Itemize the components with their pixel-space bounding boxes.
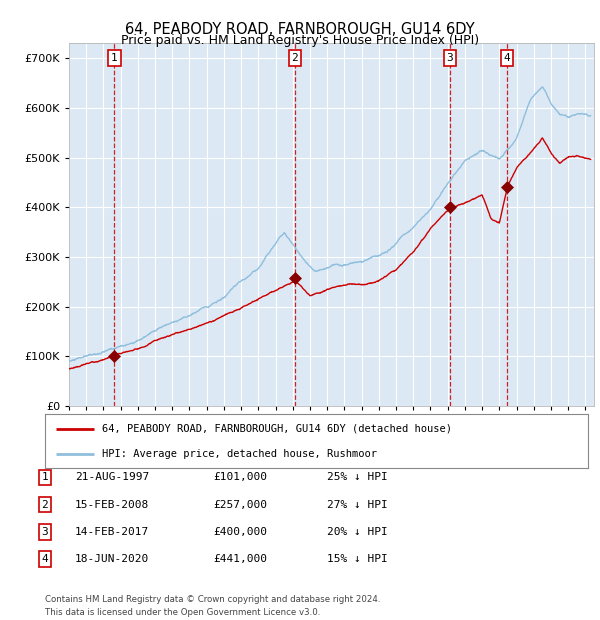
Text: 21-AUG-1997: 21-AUG-1997	[75, 472, 149, 482]
Text: 20% ↓ HPI: 20% ↓ HPI	[327, 527, 388, 537]
Text: 15-FEB-2008: 15-FEB-2008	[75, 500, 149, 510]
Text: 2: 2	[41, 500, 49, 510]
Text: £441,000: £441,000	[213, 554, 267, 564]
Text: £257,000: £257,000	[213, 500, 267, 510]
Text: Contains HM Land Registry data © Crown copyright and database right 2024.
This d: Contains HM Land Registry data © Crown c…	[45, 595, 380, 617]
Text: 27% ↓ HPI: 27% ↓ HPI	[327, 500, 388, 510]
Text: £400,000: £400,000	[213, 527, 267, 537]
Text: 1: 1	[111, 53, 118, 63]
Text: 25% ↓ HPI: 25% ↓ HPI	[327, 472, 388, 482]
Text: 3: 3	[446, 53, 453, 63]
Text: 2: 2	[292, 53, 298, 63]
Text: Price paid vs. HM Land Registry's House Price Index (HPI): Price paid vs. HM Land Registry's House …	[121, 34, 479, 47]
Text: HPI: Average price, detached house, Rushmoor: HPI: Average price, detached house, Rush…	[102, 450, 377, 459]
Text: 4: 4	[504, 53, 511, 63]
Text: 14-FEB-2017: 14-FEB-2017	[75, 527, 149, 537]
Text: 64, PEABODY ROAD, FARNBOROUGH, GU14 6DY (detached house): 64, PEABODY ROAD, FARNBOROUGH, GU14 6DY …	[102, 424, 452, 434]
Text: 64, PEABODY ROAD, FARNBOROUGH, GU14 6DY: 64, PEABODY ROAD, FARNBOROUGH, GU14 6DY	[125, 22, 475, 37]
Text: 4: 4	[41, 554, 49, 564]
Text: 1: 1	[41, 472, 49, 482]
Text: £101,000: £101,000	[213, 472, 267, 482]
Text: 18-JUN-2020: 18-JUN-2020	[75, 554, 149, 564]
Text: 15% ↓ HPI: 15% ↓ HPI	[327, 554, 388, 564]
Text: 3: 3	[41, 527, 49, 537]
